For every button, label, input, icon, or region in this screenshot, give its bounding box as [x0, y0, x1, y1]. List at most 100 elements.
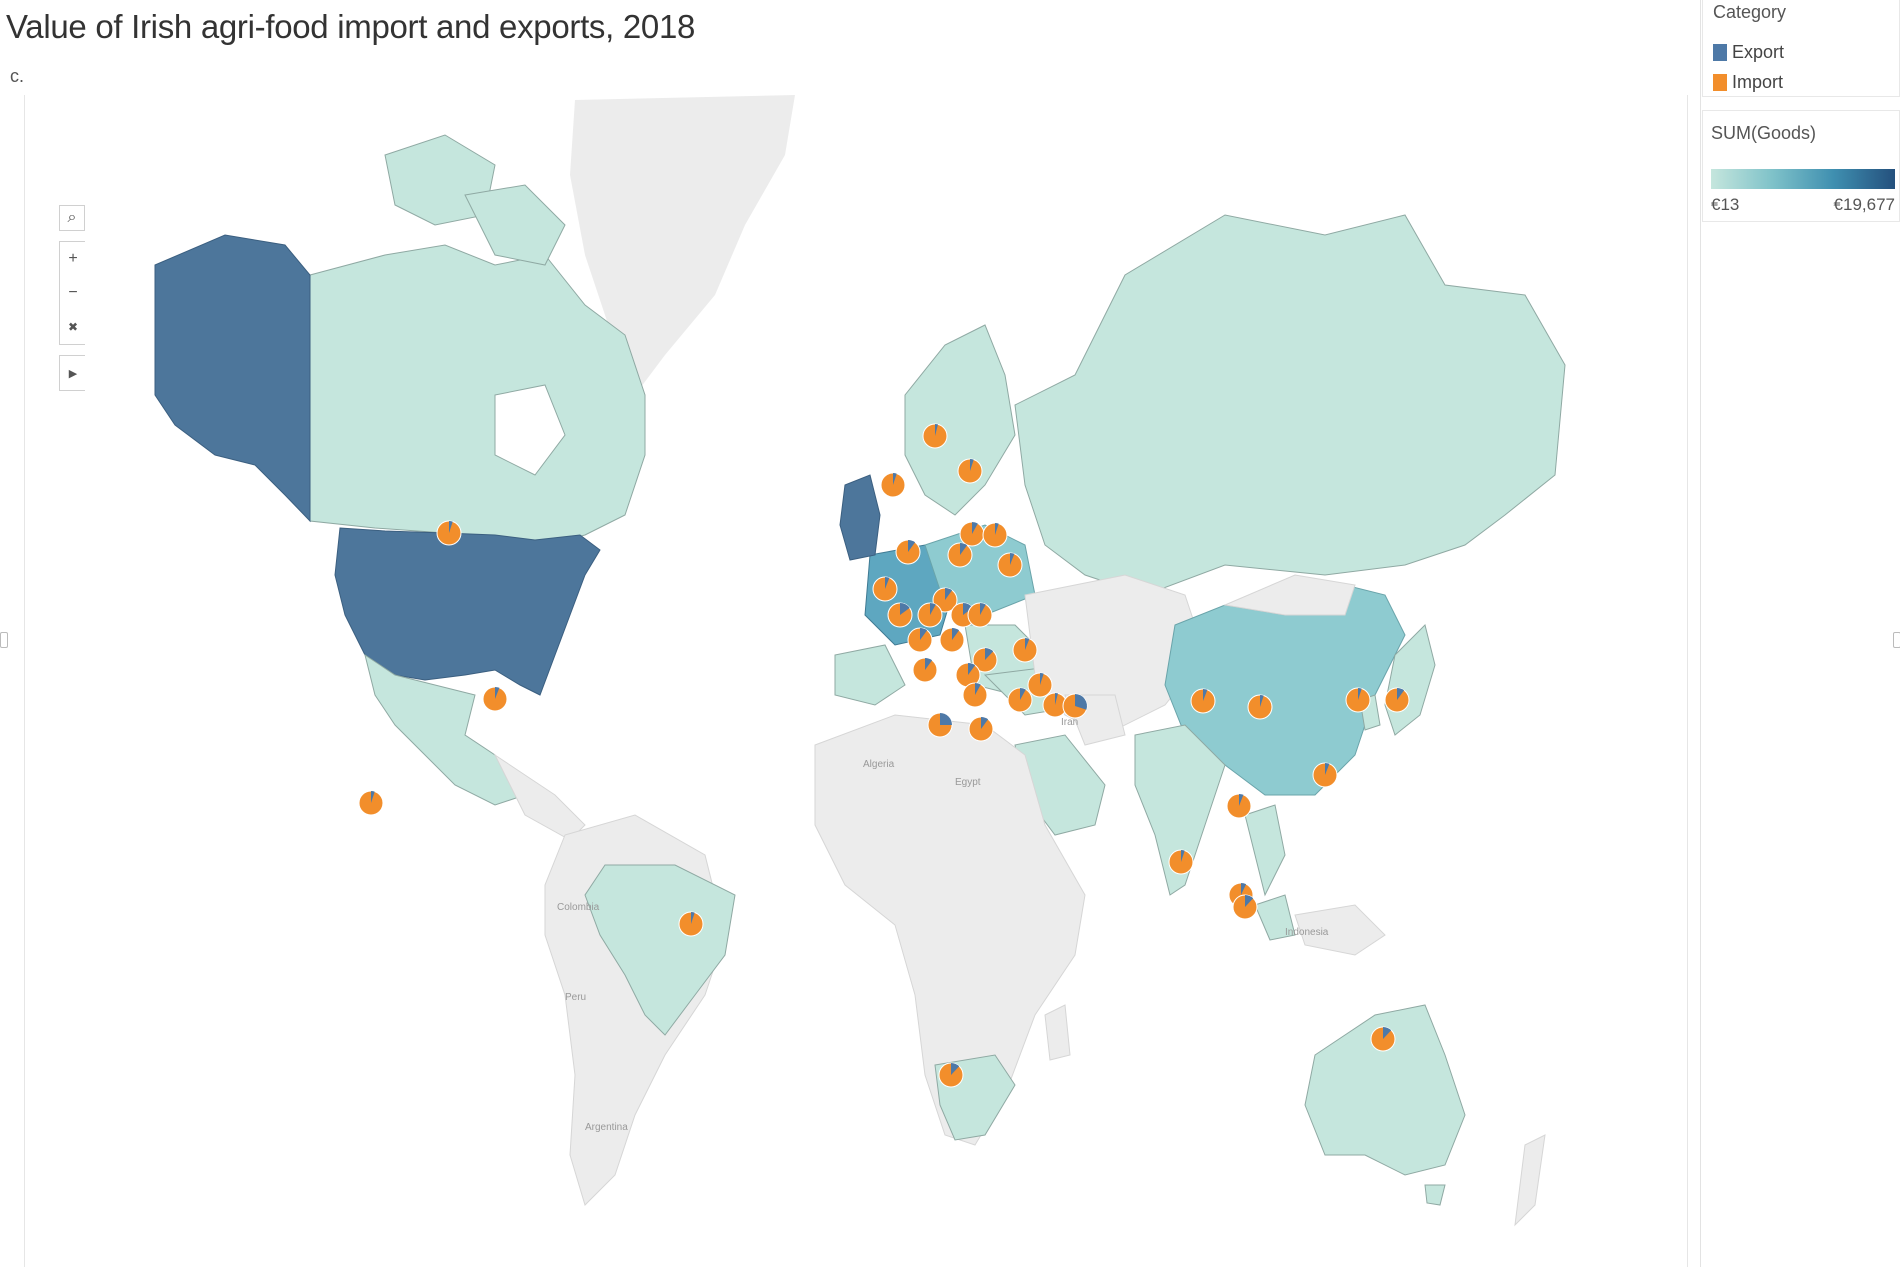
pie-marker[interactable]	[939, 627, 965, 653]
pie-marker[interactable]	[927, 712, 953, 738]
pie-export-slice	[1075, 694, 1087, 710]
pie-marker[interactable]	[1007, 687, 1033, 713]
pie-export-slice	[940, 713, 952, 725]
pie-marker[interactable]	[1062, 693, 1088, 719]
map-label-egypt: Egypt	[955, 777, 981, 788]
pie-marker[interactable]	[895, 539, 921, 565]
side-panel	[1700, 0, 1900, 1267]
page-subtitle: c.	[10, 66, 25, 86]
pie-export-slice	[1383, 1027, 1392, 1039]
page-title: Value of Irish agri-food import and expo…	[6, 8, 696, 45]
pie-marker[interactable]	[957, 458, 983, 484]
pie-export-slice	[495, 686, 500, 699]
pie-export-slice	[1020, 688, 1026, 700]
pie-marker[interactable]	[922, 423, 948, 449]
pie-export-slice	[1397, 688, 1405, 700]
pie-export-slice	[975, 683, 981, 695]
zoom-in-button[interactable]: +	[60, 242, 86, 276]
pie-marker[interactable]	[1370, 1026, 1396, 1052]
pie-marker[interactable]	[938, 1062, 964, 1088]
pie-marker[interactable]	[950, 602, 976, 628]
pie-export-slice	[1325, 762, 1330, 775]
play-arrow-icon[interactable]: ▶	[60, 356, 86, 390]
scale-min-label: €13	[1711, 195, 1740, 214]
pie-export-slice	[885, 576, 890, 589]
right-resize-handle[interactable]	[1893, 632, 1900, 648]
pie-marker[interactable]	[358, 790, 384, 816]
pie-export-slice	[1241, 882, 1247, 895]
pie-marker[interactable]	[678, 911, 704, 937]
pie-marker[interactable]	[1232, 894, 1258, 920]
pie-export-slice	[893, 473, 897, 485]
pie-export-slice	[371, 791, 375, 803]
pie-export-slice	[449, 521, 453, 533]
pie-marker[interactable]	[872, 576, 898, 602]
pie-marker[interactable]	[887, 602, 913, 628]
pie-export-slice	[980, 603, 986, 615]
pie-export-slice	[930, 603, 936, 615]
world-map[interactable]: Algeria Egypt Iran Colombia Peru Argenti…	[25, 95, 1687, 1267]
pie-export-slice	[1260, 695, 1264, 707]
pie-marker[interactable]	[1247, 694, 1273, 720]
map-view[interactable]: Algeria Egypt Iran Colombia Peru Argenti…	[24, 95, 1688, 1267]
map-label-iran: Iran	[1061, 717, 1078, 728]
pie-export-slice	[968, 662, 976, 675]
pie-marker[interactable]	[959, 521, 985, 547]
pie-marker[interactable]	[967, 602, 993, 628]
search-icon[interactable]: ⌕	[59, 205, 85, 231]
pie-export-slice	[952, 627, 960, 640]
pie-export-slice	[963, 603, 973, 615]
pie-export-slice	[972, 522, 978, 534]
map-label-algeria: Algeria	[863, 759, 895, 770]
pie-export-slice	[908, 539, 916, 552]
pie-export-slice	[1040, 673, 1044, 685]
import-swatch	[1713, 74, 1727, 91]
color-scale-legend: SUM(Goods) €13 €19,677	[1702, 110, 1900, 222]
legend-item-import[interactable]: Import	[1713, 72, 1783, 93]
map-label-colombia: Colombia	[557, 902, 600, 913]
legend-item-export[interactable]: Export	[1713, 42, 1784, 63]
pie-marker[interactable]	[982, 522, 1008, 548]
pie-marker[interactable]	[968, 716, 994, 742]
reset-axes-icon[interactable]: ✖	[60, 310, 86, 344]
pie-marker[interactable]	[997, 552, 1023, 578]
pie-export-slice	[1181, 850, 1185, 862]
category-legend: Category Export Import	[1702, 0, 1900, 97]
pie-marker[interactable]	[436, 520, 462, 546]
pie-marker[interactable]	[1190, 688, 1216, 714]
pie-marker[interactable]	[1226, 793, 1252, 819]
export-swatch	[1713, 44, 1727, 61]
pie-marker[interactable]	[917, 602, 943, 628]
pie-marker[interactable]	[947, 542, 973, 568]
pie-marker[interactable]	[907, 627, 933, 653]
pie-marker[interactable]	[912, 657, 938, 683]
pie-export-slice	[1203, 688, 1208, 701]
color-ramp	[1711, 169, 1895, 189]
pie-marker[interactable]	[962, 682, 988, 708]
country-united-kingdom	[839, 474, 881, 561]
pie-export-slice	[1055, 693, 1058, 705]
pie-marker[interactable]	[880, 472, 906, 498]
pie-export-slice	[1025, 637, 1030, 650]
pie-marker[interactable]	[1012, 637, 1038, 663]
pie-marker[interactable]	[1168, 849, 1194, 875]
pie-marker[interactable]	[1312, 762, 1338, 788]
left-resize-handle[interactable]	[0, 632, 8, 648]
pie-marker[interactable]	[1384, 687, 1410, 713]
pie-marker[interactable]	[1027, 672, 1053, 698]
legend-label-export: Export	[1732, 42, 1785, 62]
pie-marker[interactable]	[1345, 687, 1371, 713]
pie-marker[interactable]	[482, 686, 508, 712]
zoom-out-button[interactable]: −	[60, 276, 86, 310]
category-legend-title: Category	[1713, 2, 1787, 22]
pie-export-slice	[970, 459, 974, 471]
pie-export-slice	[935, 424, 938, 436]
country-brazil	[584, 864, 736, 1036]
pie-export-slice	[995, 523, 999, 535]
pie-export-slice	[951, 1063, 960, 1075]
scale-max-label: €19,677	[1833, 195, 1895, 214]
pie-marker[interactable]	[972, 647, 998, 673]
pie-marker[interactable]	[932, 587, 958, 613]
country-canada	[309, 244, 646, 546]
greenland	[570, 95, 795, 395]
